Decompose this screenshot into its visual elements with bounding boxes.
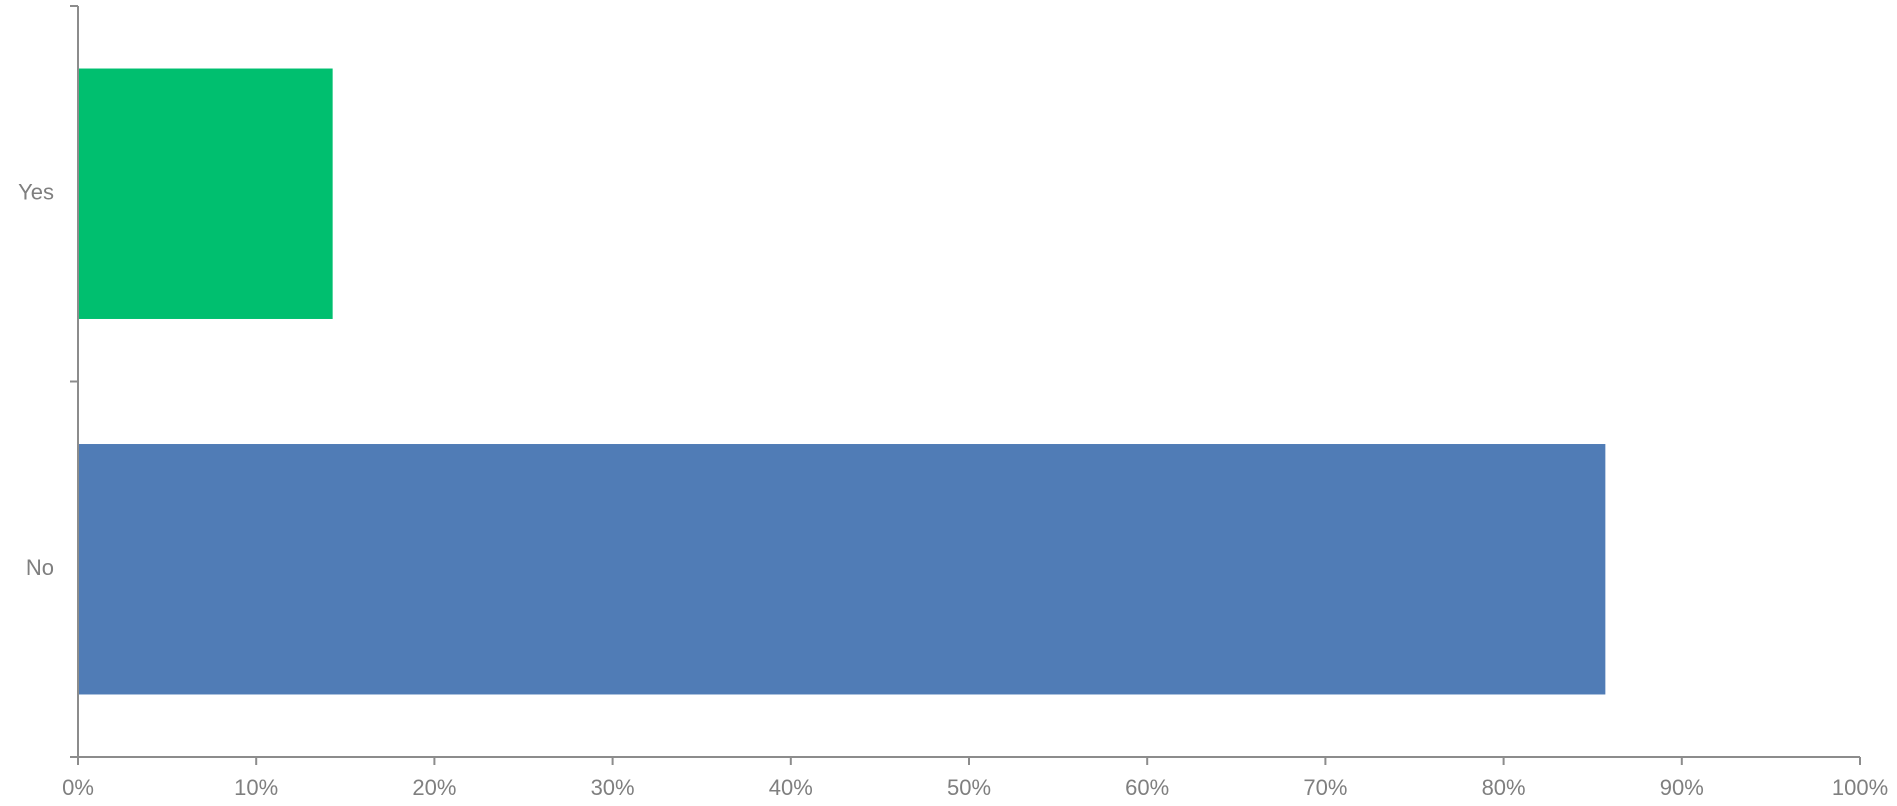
- x-tick-label: 50%: [947, 775, 991, 800]
- x-tick-label: 60%: [1125, 775, 1169, 800]
- y-tick-label-yes: Yes: [18, 180, 54, 205]
- x-tick-label: 100%: [1832, 775, 1888, 800]
- x-tick-label: 80%: [1482, 775, 1526, 800]
- x-axis: 0% 10% 20% 30% 40% 50% 60% 70% 80% 90% 100%: [62, 756, 1888, 800]
- x-tick-label: 10%: [234, 775, 278, 800]
- y-tick-label-no: No: [26, 555, 54, 580]
- x-tick-label: 90%: [1660, 775, 1704, 800]
- x-tick-label: 70%: [1303, 775, 1347, 800]
- y-axis: Yes No: [18, 5, 79, 758]
- x-tick-label: 40%: [769, 775, 813, 800]
- bar-no: [78, 444, 1606, 695]
- bars-group: [78, 68, 1606, 695]
- bar-yes: [78, 68, 333, 319]
- x-tick-label: 30%: [591, 775, 635, 800]
- x-tick-label: 20%: [412, 775, 456, 800]
- x-tick-label: 0%: [62, 775, 94, 800]
